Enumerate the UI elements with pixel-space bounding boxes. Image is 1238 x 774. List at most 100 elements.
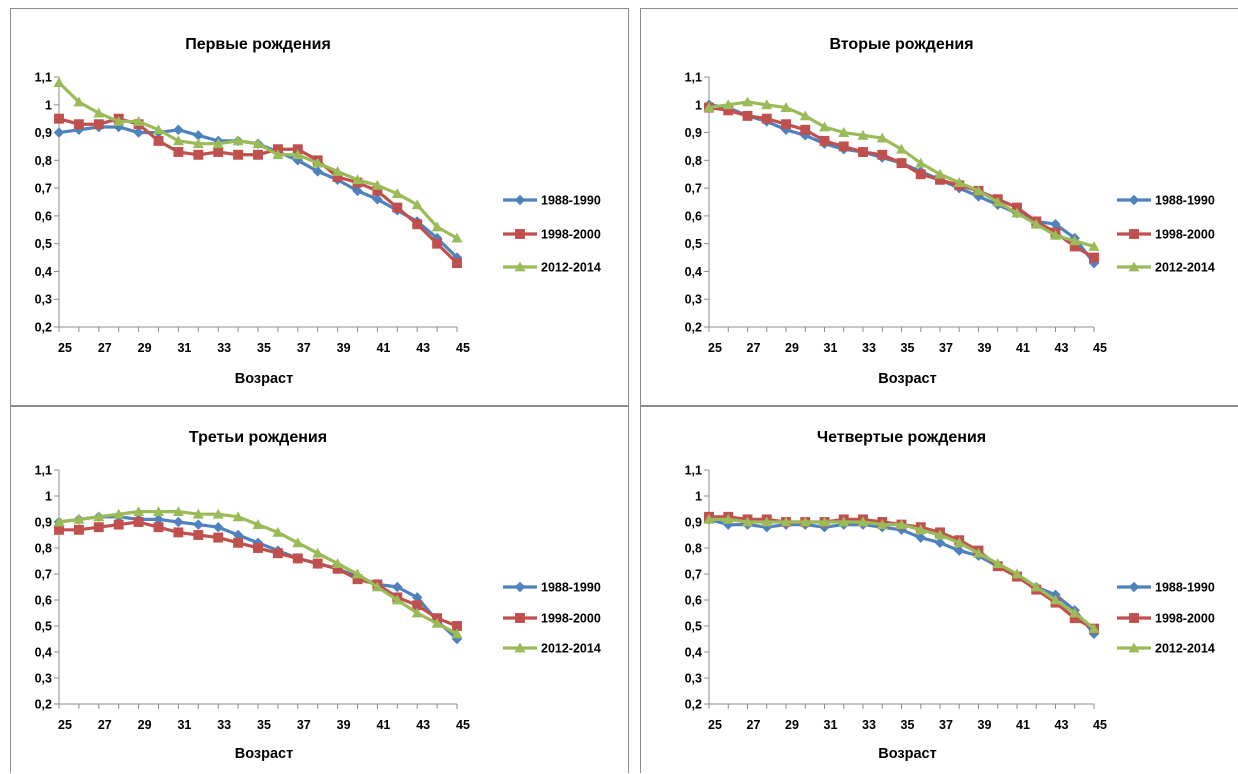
- data-point: [153, 135, 164, 146]
- x-tick-label: 27: [747, 341, 761, 355]
- data-point: [133, 506, 145, 516]
- data-point: [73, 96, 85, 107]
- x-tick-label: 39: [978, 718, 992, 732]
- data-point: [761, 99, 773, 110]
- data-point: [742, 110, 753, 121]
- data-point: [781, 119, 791, 130]
- x-tick-label: 31: [177, 341, 191, 355]
- chart-fourth-births: Четвертые рождения 0,2 0,3 0,4 0,5 0,6 0,7 0,8 0…: [685, 429, 1215, 762]
- y-tick-label: 0,5: [35, 237, 52, 251]
- data-point: [431, 617, 443, 628]
- data-point: [915, 524, 927, 535]
- data-point: [953, 177, 965, 187]
- legend-label: 1988-1990: [541, 194, 601, 208]
- legend-label: 1998-2000: [541, 612, 601, 626]
- y-tick-label: 0,3: [685, 293, 702, 307]
- series-1998-2000: [54, 517, 462, 631]
- x-tick-label: 35: [257, 718, 271, 732]
- legend-entry: 1988-1990: [1117, 194, 1215, 208]
- data-point: [252, 138, 264, 149]
- data-point: [292, 149, 304, 160]
- data-point: [173, 516, 184, 528]
- legend-label: 1998-2000: [541, 228, 601, 242]
- x-tick-label: 31: [824, 341, 838, 355]
- data-point: [73, 524, 84, 535]
- legend-label: 1988-1990: [1155, 581, 1215, 595]
- data-point: [1088, 623, 1100, 633]
- data-point: [212, 508, 224, 519]
- data-point: [371, 581, 383, 592]
- data-point: [352, 574, 363, 585]
- y-tick-label: 0,4: [685, 265, 702, 279]
- y-tick-label: 1,1: [35, 71, 52, 85]
- x-tick-label: 41: [1016, 341, 1030, 355]
- x-tick-label: 25: [58, 341, 72, 355]
- y-tick-label: 0,8: [685, 542, 702, 556]
- y-tick-label: 0,7: [35, 182, 52, 196]
- data-point: [192, 138, 204, 149]
- data-point: [312, 558, 323, 569]
- legend-label: 1988-1990: [1155, 194, 1215, 208]
- legend-entry: 1998-2000: [1117, 228, 1215, 242]
- x-axis-title: Возраст: [878, 371, 936, 387]
- x-tick-label: 45: [456, 341, 470, 355]
- data-point: [761, 516, 773, 527]
- data-point: [761, 521, 772, 533]
- legend-marker: [1128, 581, 1140, 593]
- chart-second-births: Вторые рождения 0,2 0,3 0,4 0,5 0,6 0,7 0,8 0,9 1…: [685, 36, 1215, 387]
- data-point: [332, 172, 343, 182]
- x-tick-label: 41: [376, 341, 390, 355]
- legend-marker: [514, 642, 526, 653]
- chart-panel-fourth-births: Четвертые рождения 0,2 0,3 0,4 0,5 0,6 0,7 0,8 0…: [640, 406, 1238, 773]
- legend-label: 1988-1990: [541, 581, 601, 595]
- x-tick-label: 39: [337, 718, 351, 732]
- data-point: [973, 185, 984, 196]
- x-tick-label: 27: [747, 718, 761, 732]
- y-tick-label: 0,3: [685, 672, 702, 686]
- x-tick-label: 45: [1093, 341, 1107, 355]
- data-point: [1012, 202, 1022, 213]
- data-point: [233, 149, 244, 160]
- legend-entry: 2012-2014: [503, 642, 601, 656]
- data-point: [54, 524, 64, 535]
- data-point: [272, 526, 284, 537]
- legend-entry: 1998-2000: [1117, 612, 1215, 626]
- data-point: [252, 519, 264, 529]
- legend-label: 1998-2000: [1155, 612, 1215, 626]
- x-tick-label: 41: [1016, 718, 1030, 732]
- x-tick-label: 35: [901, 718, 915, 732]
- data-point: [915, 157, 927, 168]
- data-point: [761, 113, 772, 124]
- data-point: [312, 166, 323, 177]
- data-point: [838, 127, 850, 137]
- chart-panel-first-births: Первые рождения 0,2 0,3 0,4 0,5 0,6 0,7 0,8 0,9 1…: [10, 8, 629, 406]
- data-point: [1030, 218, 1042, 229]
- data-point: [312, 157, 324, 168]
- data-point: [213, 147, 224, 157]
- data-point: [452, 621, 462, 631]
- data-point: [1088, 240, 1100, 251]
- data-point: [1011, 207, 1023, 218]
- x-tick-label: 29: [785, 341, 799, 355]
- y-tick-label: 0,4: [35, 646, 52, 660]
- y-tick-label: 0,5: [685, 620, 702, 634]
- data-point: [392, 202, 403, 213]
- x-tick-label: 27: [98, 341, 112, 355]
- data-point: [352, 568, 363, 579]
- data-point: [703, 102, 715, 112]
- y-tick-label: 1,1: [685, 464, 702, 478]
- data-point: [113, 115, 125, 126]
- y-tick-label: 0,7: [35, 568, 52, 582]
- data-point: [173, 124, 184, 136]
- data-point: [431, 232, 443, 244]
- data-point: [896, 519, 907, 529]
- data-point: [896, 143, 907, 154]
- data-point: [896, 158, 907, 169]
- data-point: [73, 119, 84, 130]
- x-tick-label: 33: [862, 718, 876, 732]
- data-point: [272, 548, 283, 559]
- data-point: [292, 553, 303, 564]
- y-tick-label: 0,7: [685, 182, 702, 196]
- legend-entry: 1998-2000: [503, 612, 601, 626]
- data-point: [452, 258, 462, 269]
